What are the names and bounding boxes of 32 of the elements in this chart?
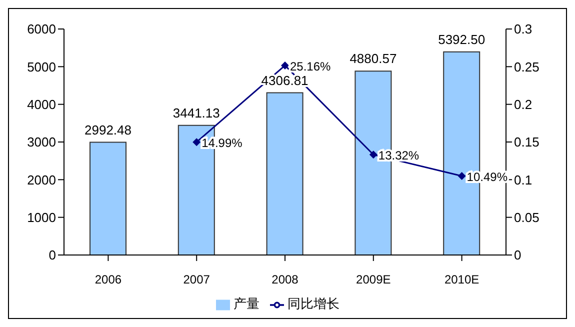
x-tick-label: 2010E [444, 272, 480, 287]
data-label: 3441.13 [172, 105, 220, 120]
data-label: 25.16% [290, 59, 332, 74]
bar [266, 92, 304, 255]
y2-tick-label: 0.1 [514, 172, 532, 188]
point [281, 61, 289, 70]
y2-tick-label: 0.25 [514, 59, 540, 74]
y2-tick-label: 0.2 [514, 96, 532, 112]
y-tick-label: 4000 [27, 96, 56, 112]
x-tick-label: 2006 [94, 272, 122, 287]
data-label: 5392.50 [438, 32, 486, 47]
legend-label: 同比增长 [288, 296, 340, 311]
x-tick-label: 2007 [183, 272, 210, 287]
y2-tick-label: 0.05 [514, 210, 540, 225]
x-tick-label: 2008 [272, 272, 299, 287]
y2-tick-label: 0.3 [514, 22, 532, 37]
y-tick-label: 2000 [27, 172, 56, 188]
y-tick-label: 3000 [27, 134, 56, 150]
y2-tick-label: 0.15 [514, 134, 540, 150]
data-label: 2992.48 [84, 122, 132, 138]
x-tick-label: 2009E [356, 272, 391, 287]
point [192, 138, 201, 146]
point [369, 150, 378, 159]
y-tick-label: 1000 [27, 210, 56, 225]
bar [90, 142, 126, 255]
y2-tick-label: 0 [514, 248, 522, 263]
y-tick-label: 0 [48, 248, 56, 263]
point [458, 172, 466, 180]
y-tick-label: 6000 [27, 22, 56, 37]
legend-label: 产量 [234, 296, 260, 311]
y-tick-label: 5000 [27, 59, 56, 74]
data-label: 4880.57 [350, 51, 397, 66]
